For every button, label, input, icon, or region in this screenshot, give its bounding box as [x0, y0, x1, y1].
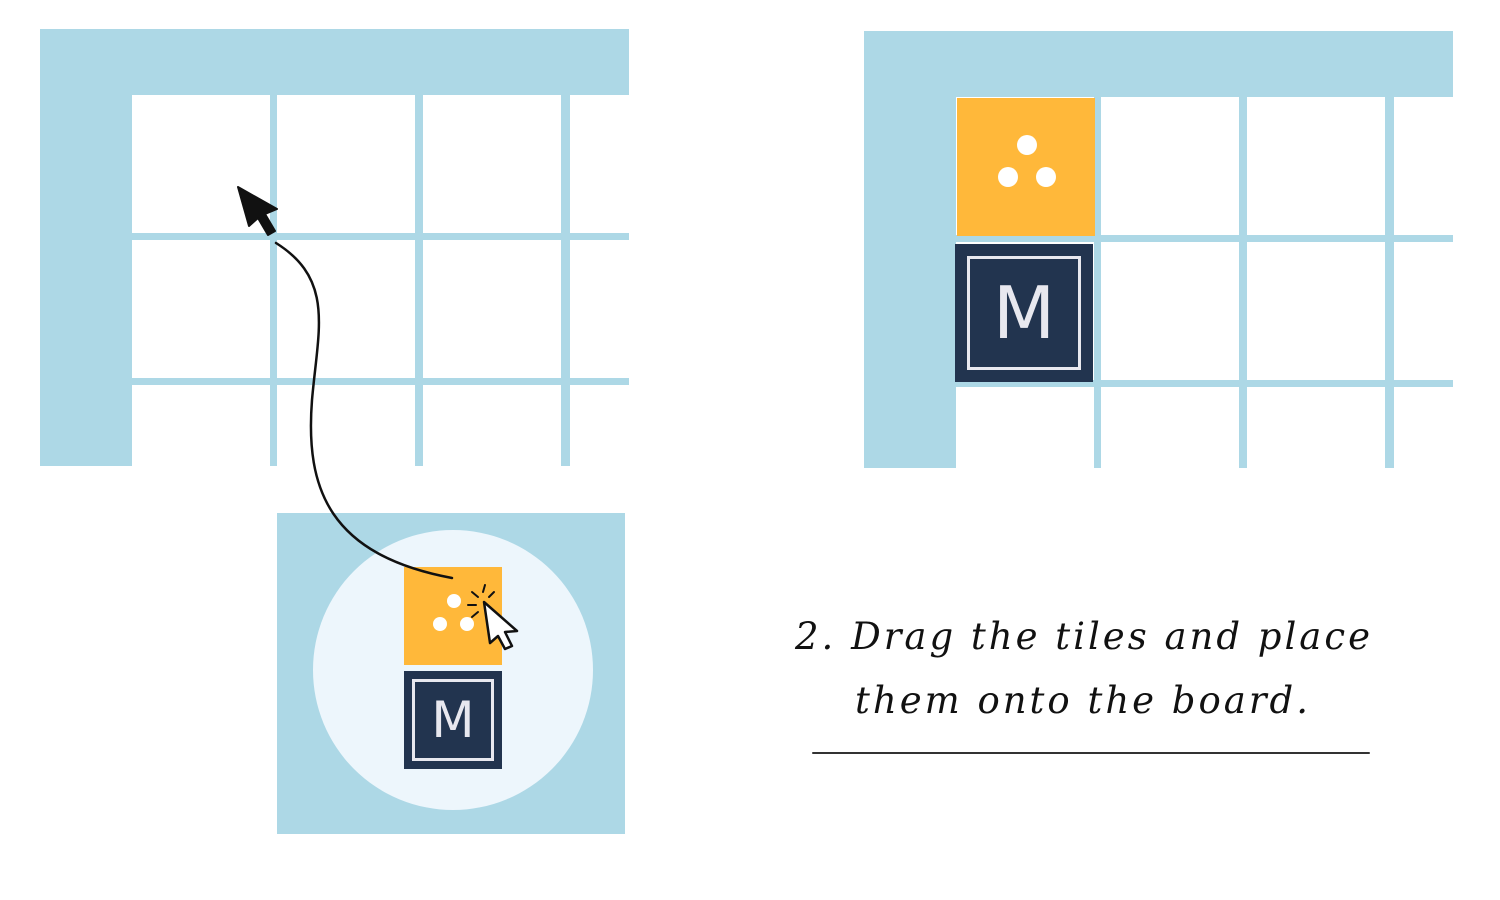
- board-cell[interactable]: [570, 385, 629, 466]
- board-cell[interactable]: [570, 95, 629, 233]
- board-cell[interactable]: [277, 385, 415, 466]
- game-board-after: M: [864, 31, 1453, 468]
- caption-line-1: 2. Drag the tiles and place: [795, 615, 1373, 658]
- tile-tray: M: [277, 513, 625, 834]
- board-cell[interactable]: [1394, 387, 1453, 468]
- instruction-caption: 2. Drag the tiles and place them onto th…: [795, 605, 1395, 733]
- game-board-before: [40, 29, 629, 466]
- board-cell[interactable]: [132, 95, 270, 233]
- caption-line-2: them onto the board.: [855, 679, 1311, 722]
- placed-letter-tile[interactable]: M: [955, 244, 1093, 382]
- board-cell[interactable]: [1247, 387, 1385, 468]
- board-cell[interactable]: [132, 385, 270, 466]
- letter-tile[interactable]: M: [404, 671, 502, 769]
- board-cell[interactable]: [423, 95, 561, 233]
- board-cell[interactable]: [1247, 242, 1385, 380]
- caption-underline: [812, 752, 1370, 754]
- board-cell[interactable]: [277, 240, 415, 378]
- board-cell[interactable]: [132, 240, 270, 378]
- board-cell[interactable]: [423, 240, 561, 378]
- board-cell[interactable]: [1247, 97, 1385, 235]
- board-cell[interactable]: [1101, 242, 1239, 380]
- board-cell[interactable]: [1394, 242, 1453, 380]
- placed-dots-tile[interactable]: [957, 98, 1095, 236]
- board-cell[interactable]: [1101, 97, 1239, 235]
- board-cell[interactable]: [956, 387, 1094, 468]
- tile-letter: M: [412, 679, 494, 761]
- tile-letter: M: [967, 256, 1081, 370]
- board-cell[interactable]: [423, 385, 561, 466]
- board-cell[interactable]: [1101, 387, 1239, 468]
- dots-tile[interactable]: [404, 567, 502, 665]
- board-cell[interactable]: [277, 95, 415, 233]
- board-cell[interactable]: [1394, 97, 1453, 235]
- board-cell[interactable]: [570, 240, 629, 378]
